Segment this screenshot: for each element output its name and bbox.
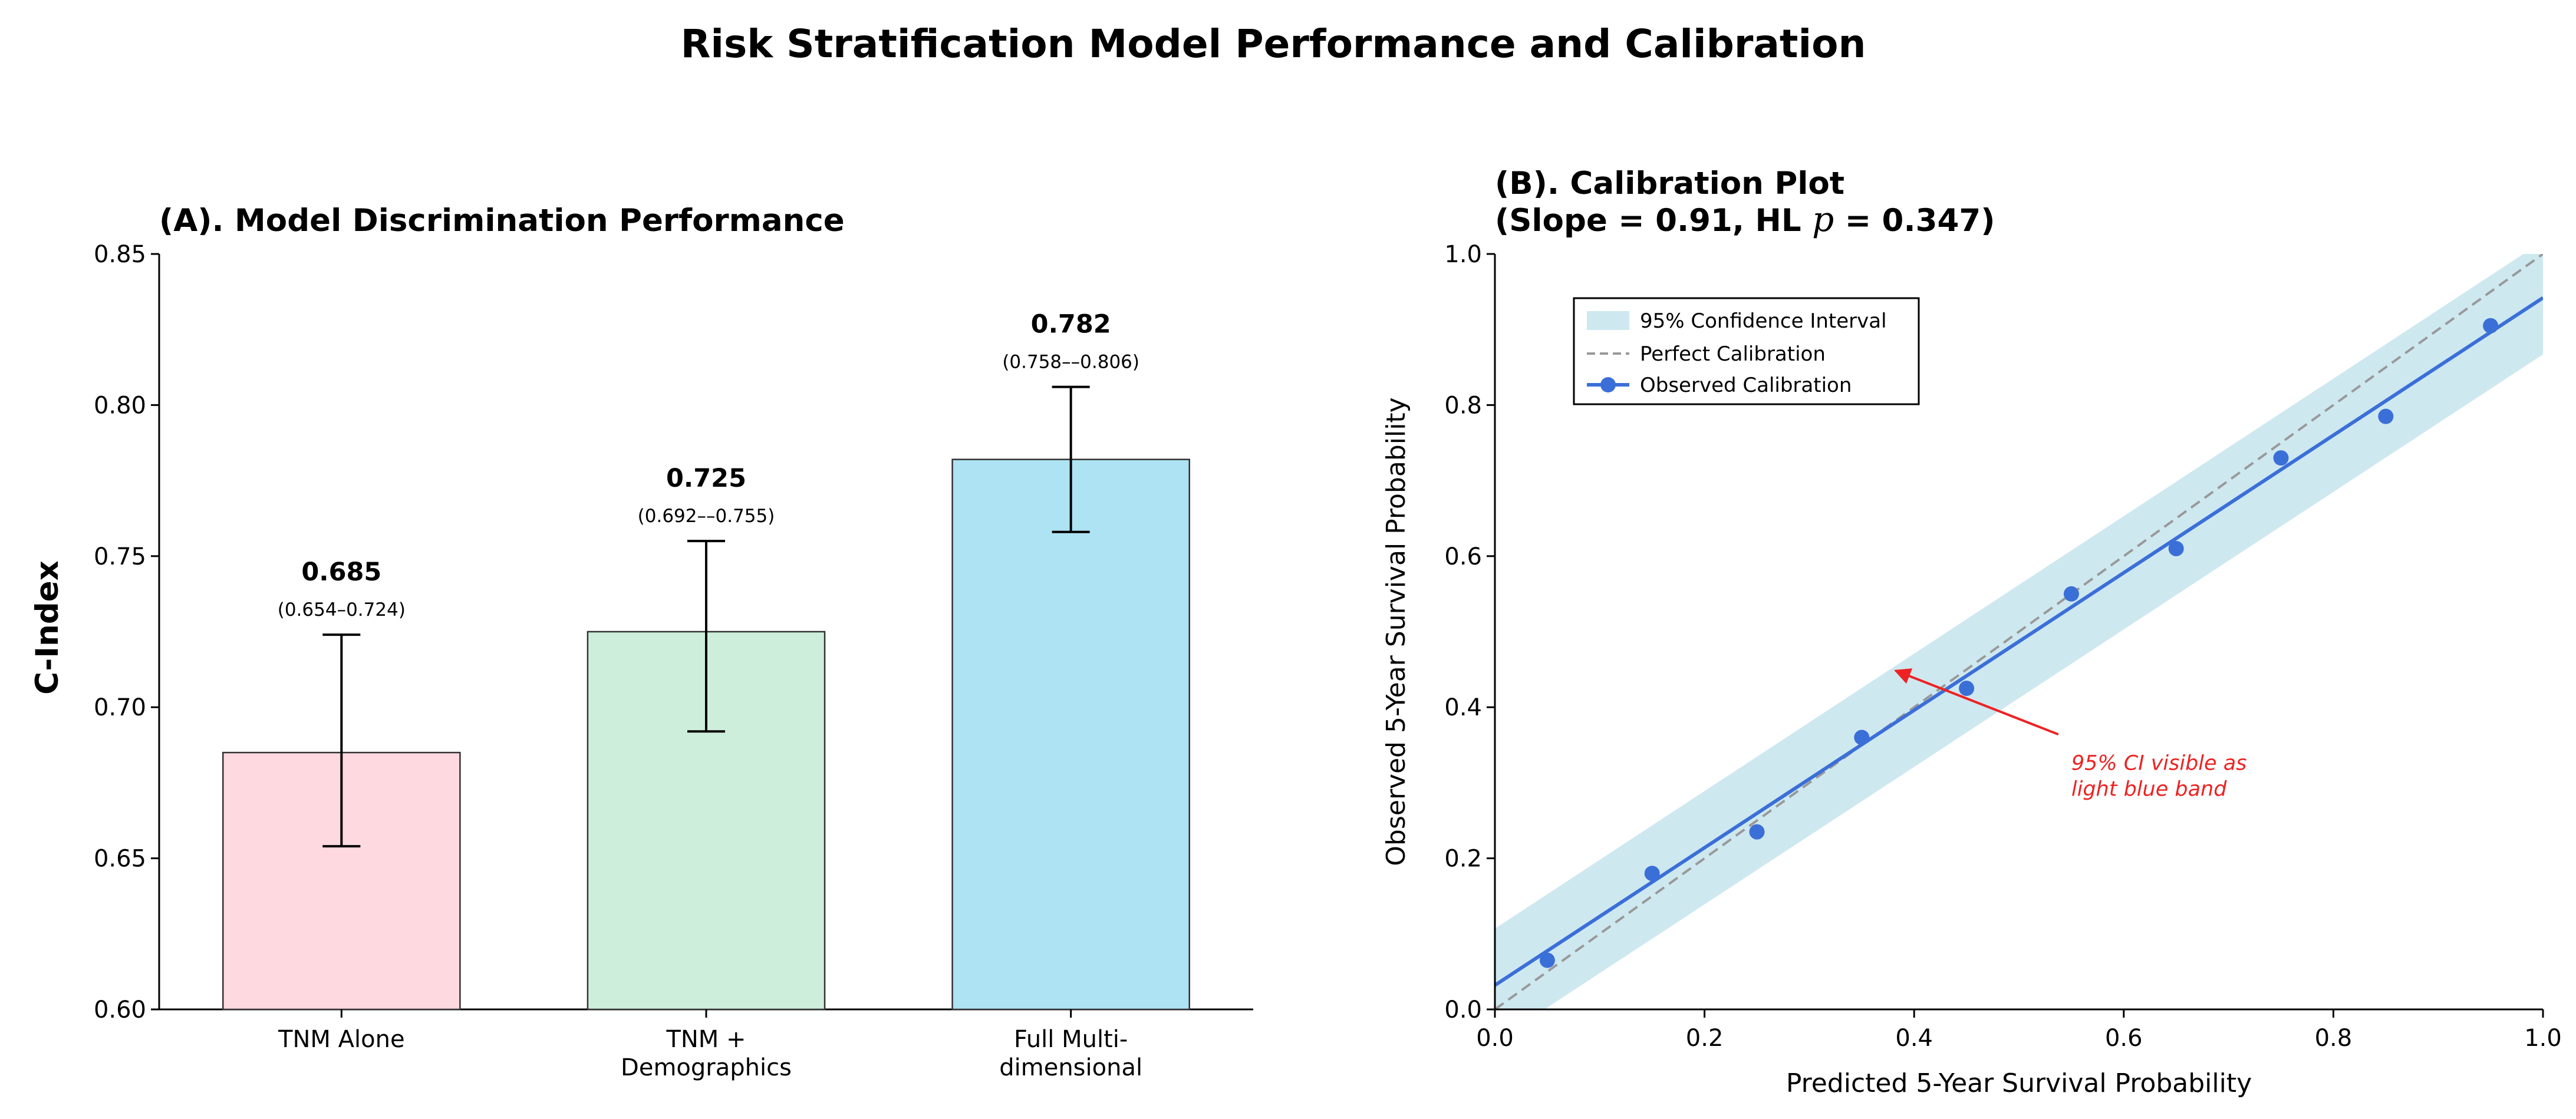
panel-a-x-tick-label: Demographics (621, 1054, 792, 1081)
panel-a: (A). Model Discrimination Performance 0.… (29, 203, 1253, 1081)
calibration-point (2063, 586, 2079, 602)
panel-b-x-tick-label: 0.8 (2315, 1025, 2353, 1052)
panel-a-bar (951, 458, 1190, 1011)
panel-a-x-tick-label: dimensional (999, 1054, 1142, 1081)
panel-b-x-tick-label: 0.0 (1476, 1025, 1514, 1052)
panel-a-x-ticks: TNM Alone TNM +Demographics Full Multi-dim… (278, 1009, 1142, 1081)
perfect-calibration-line (1495, 254, 2543, 1009)
panel-b-title-line1: (B). Calibration Plot (1495, 166, 1844, 202)
observed-calibration-line (1495, 296, 2543, 987)
calibration-point (1749, 824, 1765, 840)
legend-swatch-band (1587, 311, 1629, 330)
panel-b-x-tick-label: 1.0 (2524, 1025, 2562, 1052)
panel-a-y-label: C-Index (29, 560, 65, 695)
panel-b-x-tick-label: 0.2 (1686, 1025, 1724, 1052)
legend-swatch-observed-marker (1600, 377, 1616, 392)
panel-b-y-tick-label: 0.6 (1444, 543, 1482, 570)
panel-a-value-label: 0.725 (666, 464, 746, 493)
panel-a-y-tick-label: 0.85 (94, 241, 146, 268)
panel-a-value-label: 0.685 (301, 557, 381, 587)
panel-b-plot-area (1495, 254, 2543, 1009)
panel-a-y-tick-label: 0.75 (94, 543, 146, 570)
panel-b-y-label: Observed 5-Year Survival Probability (1381, 397, 1411, 866)
panel-b-y-tick-label: 0.0 (1444, 996, 1482, 1024)
panel-b-title-line2: (Slope = 0.91, HL p = 0.347) (1495, 199, 1995, 239)
panel-a-y-tick-label: 0.60 (94, 996, 146, 1024)
panel-a-y-ticks: 0.60 0.65 0.70 0.75 0.80 0.85 (94, 241, 159, 1024)
legend-box (1573, 297, 1920, 405)
panel-a-x-tick-label: TNM Alone (278, 1026, 405, 1053)
panel-b-y-tick-label: 0.8 (1444, 392, 1482, 419)
calibration-point (1854, 730, 1870, 745)
panel-b-y-tick-label: 0.2 (1444, 846, 1482, 873)
panel-a-ci-label: (0.758––0.806) (1002, 352, 1139, 373)
panel-a-labels: 0.685 (0.654–0.724) 0.725 (0.692––0.755) 0.7… (278, 310, 1139, 620)
panel-a-bars (222, 458, 1190, 1011)
panel-a-ci-label: (0.692––0.755) (638, 506, 775, 527)
legend-label-perfect: Perfect Calibration (1640, 342, 1826, 366)
panel-b-axes (1494, 254, 2543, 1011)
legend-label-band: 95% Confidence Interval (1640, 309, 1887, 333)
panel-a-x-tick-label: Full Multi- (1014, 1026, 1128, 1053)
legend-label-observed: Observed Calibration (1640, 374, 1852, 397)
panel-a-value-label: 0.782 (1031, 310, 1111, 339)
panel-a-y-tick-label: 0.80 (94, 392, 146, 419)
panel-b-x-ticks: 0.0 0.2 0.4 0.6 0.8 1.0 (1476, 1009, 2562, 1052)
panel-b-x-label: Predicted 5-Year Survival Probability (1786, 1068, 2252, 1098)
panel-b-x-tick-label: 0.4 (1895, 1025, 1933, 1052)
calibration-point (1539, 952, 1555, 968)
panel-a-y-tick-label: 0.70 (94, 694, 146, 721)
calibration-point (1959, 681, 1975, 697)
panel-b-legend: 95% Confidence Interval Perfect Calibrati… (1573, 297, 1920, 405)
annotation-text: light blue band (2071, 777, 2227, 801)
panel-b-y-tick-label: 1.0 (1444, 241, 1482, 268)
panel-a-ci-label: (0.654–0.724) (278, 599, 406, 620)
panel-a-error-bars (322, 385, 1090, 848)
figure-title: Risk Stratification Model Performance an… (681, 21, 1866, 67)
annotation-text: 95% CI visible as (2071, 751, 2246, 775)
panel-b-y-ticks: 0.0 0.2 0.4 0.6 0.8 1.0 (1444, 241, 1495, 1024)
calibration-point (2168, 540, 2184, 556)
panel-b-y-tick-label: 0.4 (1444, 694, 1482, 721)
panel-b-x-tick-label: 0.6 (2105, 1025, 2143, 1052)
panel-b: (B). Calibration Plot (Slope = 0.91, HL … (1381, 166, 2562, 1098)
panel-a-title: (A). Model Discrimination Performance (159, 203, 845, 239)
calibration-point (2483, 318, 2499, 334)
panel-a-x-tick-label: TNM + (666, 1026, 746, 1053)
annotation-arrow (1894, 668, 2059, 736)
calibration-point (2378, 408, 2394, 424)
calibration-point (2273, 450, 2289, 466)
calibration-point (1644, 866, 1660, 882)
panel-a-y-tick-label: 0.65 (94, 846, 146, 873)
